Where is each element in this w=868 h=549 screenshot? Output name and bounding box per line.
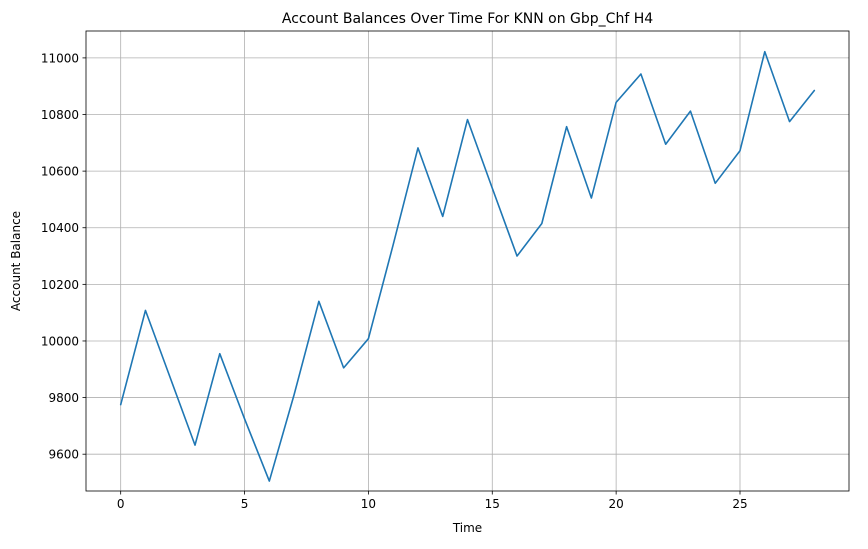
x-tick-label: 10 <box>361 497 376 511</box>
x-tick-label: 0 <box>117 497 125 511</box>
y-tick-label: 10000 <box>41 334 79 348</box>
y-tick-label: 10600 <box>41 165 79 179</box>
x-tick-label: 25 <box>732 497 747 511</box>
x-tick-label: 5 <box>241 497 249 511</box>
series-layer <box>119 50 816 482</box>
x-tick-label: 20 <box>608 497 623 511</box>
y-tick-label: 10400 <box>41 221 79 235</box>
x-tick-label: 15 <box>485 497 500 511</box>
chart-title: Account Balances Over Time For KNN on Gb… <box>282 11 653 27</box>
y-tick-label: 9800 <box>48 391 79 405</box>
grid-lines <box>86 31 849 491</box>
y-tick-label: 10800 <box>41 108 79 122</box>
y-axis-title: Account Balance <box>9 211 23 311</box>
y-tick-label: 9600 <box>48 448 79 462</box>
y-tick-label: 11000 <box>41 51 79 65</box>
axis-ticks: 0 5 10 15 20 25 9600 9800 10000 10200 10400 10600 10… <box>41 51 748 511</box>
y-tick-label: 10200 <box>41 278 79 292</box>
series-line <box>119 50 816 482</box>
x-axis-title: Time <box>452 521 482 535</box>
plot-area-frame <box>85 30 850 492</box>
